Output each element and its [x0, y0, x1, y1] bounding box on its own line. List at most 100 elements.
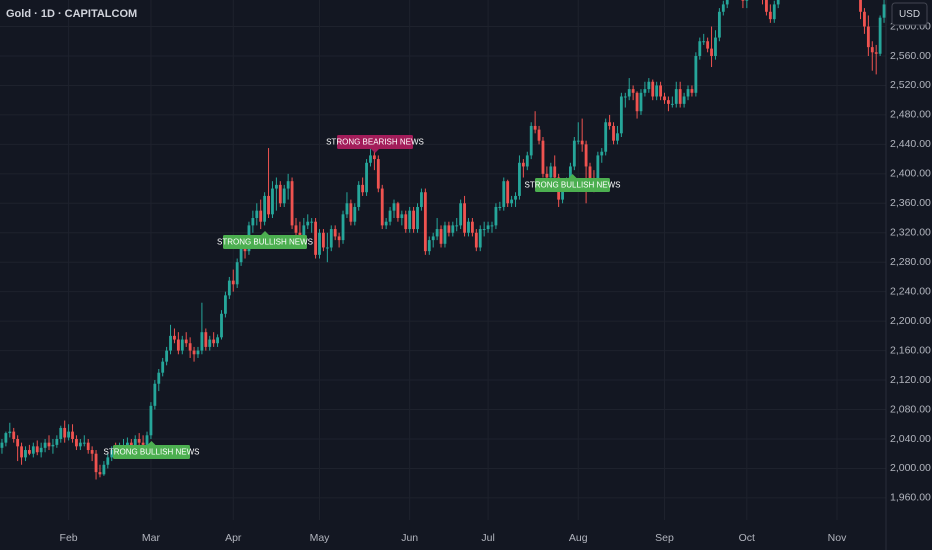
currency-label[interactable]: USD [899, 9, 920, 20]
candle-body [224, 295, 227, 314]
candle-body [55, 438, 59, 445]
candle-body [396, 203, 400, 219]
candle-body [647, 81, 651, 90]
candle-body [294, 225, 298, 233]
y-tick-label: 2,000.00 [890, 462, 931, 474]
candle-body [24, 450, 27, 458]
x-tick-label: May [310, 532, 331, 544]
axes: 1,960.00 2,000.00 2,040.00 2,080.00 2,120.00… [60, 0, 931, 550]
candle-body [255, 210, 259, 219]
candle-body [686, 89, 690, 97]
candle-body [90, 450, 94, 454]
x-tick-label: Apr [225, 532, 242, 544]
annotation-label: STRONG BULLISH NEWS [217, 238, 313, 247]
candle-body [580, 140, 584, 145]
candle-body [286, 181, 290, 189]
candle-body [169, 335, 172, 351]
candle-body [561, 184, 564, 200]
candle-body [380, 188, 384, 226]
candles [0, 0, 886, 480]
candle-body [110, 450, 114, 458]
candle-body [263, 195, 267, 222]
candle-body [467, 221, 470, 233]
candle-body [420, 192, 423, 207]
candle-body [165, 350, 169, 362]
y-tick-label: 2,160.00 [890, 344, 931, 356]
candle-body [549, 166, 553, 178]
candle-body [282, 188, 286, 204]
candle-body [0, 442, 4, 448]
candle-body [12, 431, 16, 439]
candle-body [604, 122, 608, 152]
candle-body [482, 229, 486, 231]
candle-body [682, 96, 686, 104]
y-tick-label: 2,600.00 [890, 20, 931, 32]
candle-body [35, 446, 39, 453]
candle-body [353, 206, 357, 222]
candle-body [423, 192, 427, 252]
candle-body [20, 446, 23, 458]
candle-body [176, 339, 180, 351]
candle-body [216, 337, 219, 344]
candle-body [631, 89, 635, 93]
candle-body [149, 405, 153, 436]
y-tick-label: 2,520.00 [890, 79, 931, 91]
candle-body [376, 159, 380, 189]
y-tick-label: 2,560.00 [890, 50, 931, 62]
candle-body [137, 438, 141, 443]
candle-body [59, 427, 63, 439]
candle-body [863, 11, 866, 27]
candle-body [310, 221, 314, 223]
candle-body [412, 210, 416, 230]
x-tick-label: Aug [569, 532, 588, 544]
candle-body [518, 162, 521, 196]
candle-body [714, 37, 717, 56]
candle-body [494, 206, 498, 226]
candle-body [184, 339, 188, 344]
candle-body [8, 431, 12, 434]
y-tick-label: 2,200.00 [890, 315, 931, 327]
annotation-label: STRONG BULLISH NEWS [103, 448, 199, 457]
candle-body [502, 181, 506, 207]
candle-body [725, 0, 729, 5]
candle-body [259, 210, 263, 222]
candle-body [16, 438, 20, 447]
candle-body [369, 155, 372, 163]
annotation-pointer [371, 149, 379, 153]
candle-body [745, 0, 749, 1]
candle-body [659, 85, 662, 97]
annotation-box [223, 235, 307, 249]
candle-body [878, 17, 882, 54]
candle-body [126, 442, 129, 447]
candle-body [510, 199, 514, 204]
candle-body [478, 229, 482, 248]
candle-body [341, 214, 345, 241]
candle-body [635, 92, 639, 112]
candle-body [741, 0, 745, 1]
candle-body [173, 335, 176, 340]
candle-body [67, 431, 71, 438]
candle-body [333, 229, 337, 237]
candle-body [498, 206, 502, 208]
candle-body [588, 166, 592, 182]
candle-body [4, 433, 8, 443]
candle-body [31, 446, 35, 454]
y-tick-label: 2,080.00 [890, 403, 931, 415]
grid [0, 0, 886, 520]
candle-body [78, 442, 82, 447]
candle-body [27, 450, 31, 454]
candle-body [616, 133, 619, 141]
candle-body [337, 236, 341, 241]
candle-body [663, 96, 666, 101]
candle-body [721, 4, 725, 12]
candle-body [619, 96, 623, 134]
candle-body [537, 129, 541, 141]
currency-button[interactable] [891, 2, 928, 26]
candle-body [63, 427, 67, 438]
annotation-box [337, 135, 413, 149]
candle-body [600, 151, 604, 156]
candle-body [416, 206, 419, 230]
candle-body [278, 184, 282, 204]
candle-body [188, 343, 192, 351]
candle-body [870, 47, 874, 53]
